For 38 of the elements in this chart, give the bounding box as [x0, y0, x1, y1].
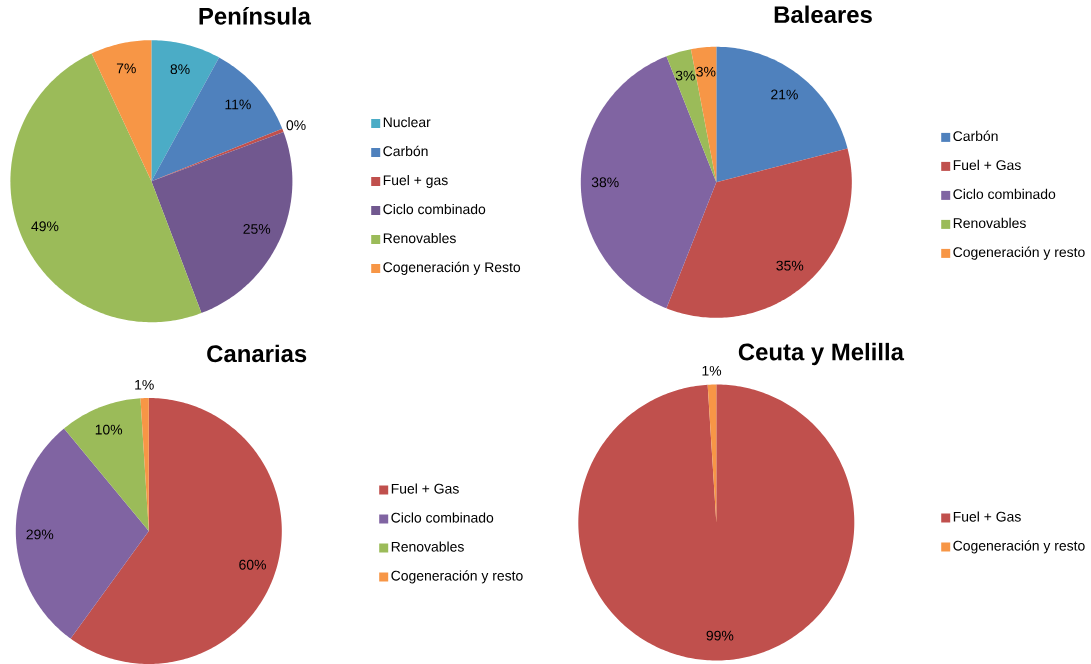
legend-label: Carbón — [953, 130, 998, 142]
chart-title: Canarias — [207, 344, 307, 363]
legend-label: Renovables — [391, 541, 464, 552]
data-label: 21% — [771, 89, 798, 100]
data-label: 3% — [675, 70, 695, 81]
legend-label: Ciclo combinado — [391, 512, 494, 523]
legend-label: Ciclo combinado — [383, 203, 486, 215]
data-label: 25% — [243, 223, 271, 234]
legend-label: Fuel + Gas — [953, 511, 1021, 522]
data-label: 0% — [286, 120, 306, 131]
legend-label: Renovables — [953, 217, 1026, 229]
legend-label: Renovables — [383, 232, 456, 244]
legend-label: Cogeneración y resto — [391, 570, 523, 584]
data-label: 8% — [170, 64, 190, 75]
legend-label: Cogeneración y resto — [953, 246, 1085, 260]
legend-label: Fuel + gas — [383, 174, 448, 188]
data-label: 35% — [776, 260, 804, 271]
data-label: 7% — [116, 63, 136, 74]
data-label: 38% — [591, 177, 619, 188]
legend-label: Nuclear — [383, 116, 431, 128]
data-label: 60% — [239, 559, 266, 570]
legend-label: Cogeneración y resto — [953, 540, 1085, 554]
chart-title: Baleares — [774, 5, 872, 24]
legend-label: Cogeneración y Resto — [383, 261, 521, 275]
data-label: 49% — [31, 221, 59, 232]
data-label: 10% — [95, 424, 123, 435]
chart-title: Ceuta y Melilla — [738, 342, 905, 366]
data-label: 3% — [696, 66, 716, 77]
data-label: 11% — [225, 99, 251, 110]
legend-label: Fuel + Gas — [391, 483, 459, 494]
legend-label: Carbón — [383, 145, 428, 157]
data-label: 1% — [135, 379, 154, 390]
legend-label: Ciclo combinado — [953, 188, 1056, 200]
data-label: 29% — [26, 529, 54, 540]
legend-label: Fuel + Gas — [953, 159, 1021, 171]
data-label: 1% — [702, 365, 722, 376]
chart-title: Península — [199, 6, 312, 25]
data-label: 99% — [706, 630, 734, 641]
